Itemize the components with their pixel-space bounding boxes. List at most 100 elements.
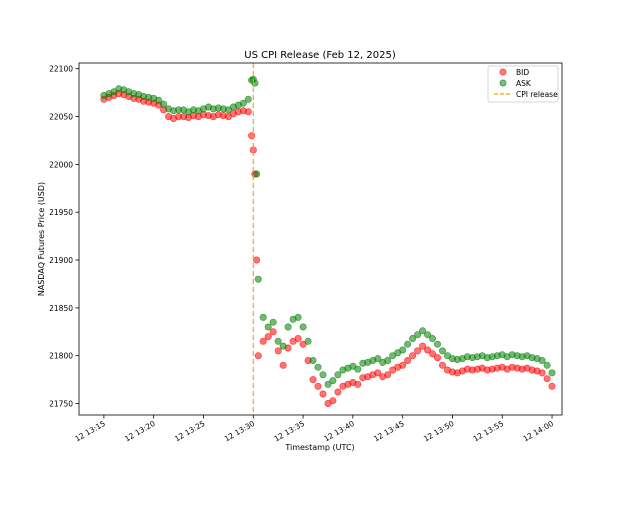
ask-point bbox=[244, 95, 252, 103]
legend-ask-label: ASK bbox=[516, 79, 532, 88]
x-tick-label: 12 13:40 bbox=[322, 419, 356, 444]
ask-point bbox=[314, 363, 322, 371]
legend-bid-marker bbox=[499, 68, 507, 76]
bid-point bbox=[438, 361, 446, 369]
ask-series bbox=[100, 75, 556, 388]
x-tick-label: 12 13:55 bbox=[472, 419, 506, 444]
bid-point bbox=[548, 382, 556, 390]
bid-point bbox=[253, 256, 261, 264]
ask-point bbox=[264, 323, 272, 331]
y-axis: 21750 21800 21850 21900 21950 22000 22050 22100 bbox=[49, 65, 79, 409]
ask-point bbox=[309, 356, 317, 364]
ask-point bbox=[160, 100, 168, 108]
ask-point bbox=[155, 96, 163, 104]
ask-point bbox=[428, 334, 436, 342]
y-axis-label: NASDAQ Futures Price (USD) bbox=[37, 182, 46, 296]
bid-point bbox=[269, 328, 277, 336]
ask-point bbox=[548, 369, 556, 377]
plot-frame bbox=[78, 62, 563, 416]
bid-point bbox=[414, 347, 422, 355]
ask-point bbox=[254, 275, 262, 283]
ask-point bbox=[433, 340, 441, 348]
ask-point bbox=[304, 337, 312, 345]
bid-point bbox=[419, 342, 427, 350]
ask-point bbox=[374, 355, 382, 363]
x-tick-label: 12 13:15 bbox=[73, 419, 107, 444]
y-tick-label: 21850 bbox=[49, 304, 73, 313]
ask-point bbox=[274, 337, 282, 345]
x-tick-label: 12 13:35 bbox=[273, 419, 307, 444]
bid-point bbox=[424, 346, 432, 354]
x-tick-label: 12 14:00 bbox=[521, 419, 555, 444]
x-axis-label: Timestamp (UTC) bbox=[284, 443, 354, 452]
bid-point bbox=[309, 376, 317, 384]
bid-point bbox=[254, 352, 262, 360]
chart-title: US CPI Release (Feb 12, 2025) bbox=[244, 50, 396, 61]
bid-point bbox=[538, 369, 546, 377]
bid-point bbox=[329, 397, 337, 405]
bid-point bbox=[274, 347, 282, 355]
ask-point bbox=[414, 331, 422, 339]
plot-clip-group bbox=[100, 63, 556, 415]
ask-point bbox=[438, 347, 446, 355]
bid-point bbox=[264, 333, 272, 341]
x-tick-label: 12 13:45 bbox=[372, 419, 406, 444]
legend-bid-label: BID bbox=[516, 68, 529, 77]
ask-point bbox=[384, 356, 392, 364]
bid-point bbox=[319, 390, 327, 398]
bid-point bbox=[244, 108, 252, 116]
y-tick-label: 21750 bbox=[49, 400, 73, 409]
legend-cpi-label: CPI release bbox=[516, 90, 558, 99]
ask-point bbox=[334, 371, 342, 379]
bid-point bbox=[409, 352, 417, 360]
legend: BID ASK CPI release bbox=[487, 65, 559, 103]
x-tick-label: 12 13:50 bbox=[422, 419, 456, 444]
bid-point bbox=[334, 388, 342, 396]
y-tick-label: 22000 bbox=[49, 160, 73, 169]
x-tick-label: 12 13:20 bbox=[123, 419, 157, 444]
x-tick-label: 12 13:25 bbox=[173, 419, 207, 444]
bid-point bbox=[384, 371, 392, 379]
ask-point bbox=[538, 356, 546, 364]
bid-point bbox=[543, 375, 551, 383]
bid-point bbox=[433, 354, 441, 362]
bid-point bbox=[374, 369, 382, 377]
ask-point bbox=[354, 365, 362, 373]
plot-area bbox=[79, 63, 562, 415]
ask-point bbox=[253, 170, 261, 178]
ask-point bbox=[269, 318, 277, 326]
legend-ask-marker bbox=[499, 79, 507, 87]
bid-point bbox=[428, 350, 436, 358]
ask-point bbox=[251, 79, 259, 87]
bid-series bbox=[100, 90, 556, 407]
legend-box bbox=[487, 65, 559, 103]
ask-point bbox=[399, 346, 407, 354]
ask-point bbox=[424, 331, 432, 339]
bid-point bbox=[294, 334, 302, 342]
ask-point bbox=[299, 323, 307, 331]
y-tick-label: 21800 bbox=[49, 352, 73, 361]
y-tick-label: 22050 bbox=[49, 113, 73, 122]
y-tick-label: 21950 bbox=[49, 208, 73, 217]
bid-point bbox=[404, 356, 412, 364]
ask-point bbox=[409, 334, 417, 342]
ask-point bbox=[543, 361, 551, 369]
ask-point bbox=[279, 342, 287, 350]
y-tick-label: 21900 bbox=[49, 256, 73, 265]
ask-point bbox=[404, 340, 412, 348]
ask-point bbox=[419, 327, 427, 335]
ask-point bbox=[284, 323, 292, 331]
bid-point bbox=[354, 380, 362, 388]
bid-point bbox=[279, 361, 287, 369]
x-tick-label: 12 13:30 bbox=[223, 419, 257, 444]
bid-point bbox=[314, 382, 322, 390]
ask-point bbox=[259, 313, 267, 321]
y-tick-label: 22100 bbox=[49, 65, 73, 74]
ask-point bbox=[239, 99, 247, 107]
bid-point bbox=[259, 337, 267, 345]
ask-point bbox=[294, 313, 302, 321]
ask-point bbox=[319, 371, 327, 379]
x-axis: 12 13:15 12 13:20 12 13:25 12 13:30 12 13:35… bbox=[73, 415, 555, 444]
ask-point bbox=[329, 377, 337, 385]
